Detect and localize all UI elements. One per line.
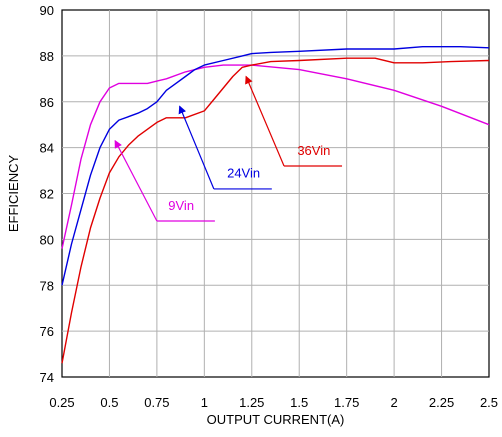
x-tick-label: 1: [201, 395, 208, 410]
grid: [62, 10, 489, 377]
y-tick-label: 86: [40, 95, 54, 110]
series-line-36vin: [61, 57, 490, 364]
y-axis-title: EFFICIENCY: [6, 155, 21, 233]
y-axis: 74 76 78 80 82 84 86 88 90: [40, 3, 54, 385]
x-axis: 0.25 0.5 0.75 1 1.25 1.5 1.75 2 2.25 2.5: [49, 395, 498, 410]
x-tick-label: 1.75: [334, 395, 359, 410]
x-axis-title: OUTPUT CURRENT(A): [207, 412, 345, 427]
x-tick-label: 1.25: [239, 395, 264, 410]
y-tick-label: 76: [40, 324, 54, 339]
series-annotations: 9Vin 24Vin 36Vin: [114, 75, 343, 222]
series-line-9vin: [61, 64, 490, 249]
y-tick-label: 88: [40, 49, 54, 64]
y-tick-label: 90: [40, 3, 54, 18]
annotation-label-9vin: 9Vin: [168, 198, 194, 213]
annotation-arrow: [178, 105, 215, 190]
y-tick-label: 74: [40, 370, 54, 385]
y-tick-label: 78: [40, 278, 54, 293]
y-tick-label: 84: [40, 141, 54, 156]
annotation-arrow: [114, 139, 158, 222]
x-tick-label: 2.5: [480, 395, 498, 410]
x-tick-label: 1.5: [290, 395, 308, 410]
y-tick-label: 82: [40, 187, 54, 202]
x-tick-label: 2.25: [429, 395, 454, 410]
annotation-label-36vin: 36Vin: [297, 143, 330, 158]
annotation-arrow: [245, 75, 285, 167]
y-tick-label: 80: [40, 232, 54, 247]
x-tick-label: 0.75: [144, 395, 169, 410]
series-lines: [61, 46, 490, 364]
x-tick-label: 0.25: [49, 395, 74, 410]
x-tick-label: 0.5: [100, 395, 118, 410]
series-line-24vin: [61, 46, 490, 286]
x-tick-label: 2: [390, 395, 397, 410]
annotation-label-24vin: 24Vin: [227, 166, 260, 181]
